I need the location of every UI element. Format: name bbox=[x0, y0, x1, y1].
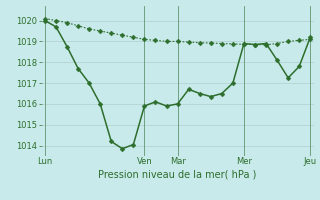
X-axis label: Pression niveau de la mer( hPa ): Pression niveau de la mer( hPa ) bbox=[99, 169, 257, 179]
